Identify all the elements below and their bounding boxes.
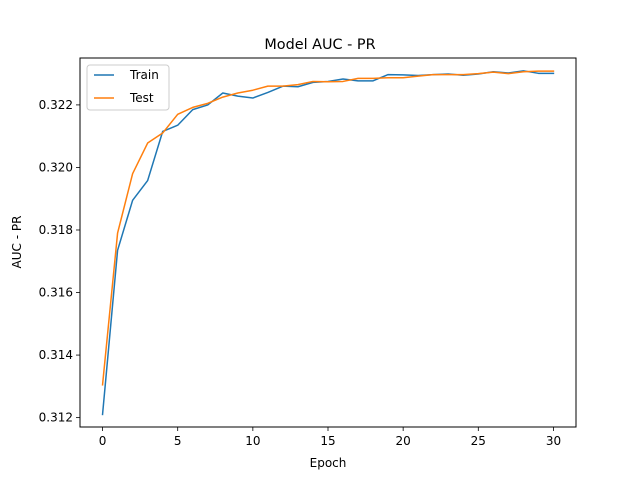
- x-tick-label: 15: [320, 434, 335, 448]
- series-layer: [101, 70, 555, 416]
- series-line-test: [101, 70, 555, 386]
- y-axis-title: AUC - PR: [10, 216, 24, 269]
- y-tick-label: 0.316: [39, 286, 73, 300]
- y-axis-ticks: 0.312 0.314 0.316 0.318 0.320 0.322: [39, 98, 80, 425]
- legend: Train Test: [86, 64, 170, 111]
- x-tick-label: 25: [471, 434, 486, 448]
- legend-label-train: Train: [129, 68, 159, 82]
- chart-title: Model AUC - PR: [264, 37, 375, 53]
- y-tick-label: 0.318: [39, 223, 73, 237]
- y-tick-label: 0.312: [39, 411, 73, 425]
- x-tick-label: 20: [396, 434, 411, 448]
- x-tick-label: 0: [99, 434, 107, 448]
- y-tick-label: 0.314: [39, 348, 73, 362]
- x-axis-title: Epoch: [310, 456, 347, 470]
- y-tick-label: 0.320: [39, 160, 73, 174]
- x-tick-label: 5: [174, 434, 182, 448]
- x-tick-label: 30: [546, 434, 561, 448]
- x-axis-ticks: 0 5 10 15 20 25 30: [99, 427, 561, 448]
- y-tick-label: 0.322: [39, 98, 73, 112]
- x-tick-label: 10: [245, 434, 260, 448]
- legend-label-test: Test: [129, 91, 154, 105]
